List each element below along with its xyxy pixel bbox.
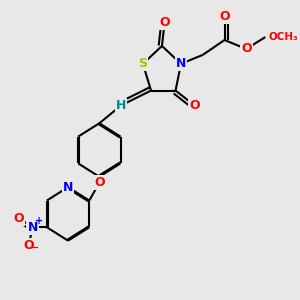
Text: O: O (23, 238, 34, 252)
Text: N: N (63, 181, 73, 194)
Text: N: N (176, 57, 186, 70)
Text: S: S (138, 57, 147, 70)
Text: N: N (28, 221, 38, 234)
Text: O: O (189, 99, 200, 112)
Text: −: − (30, 243, 39, 253)
Text: O: O (14, 212, 24, 225)
Text: +: + (34, 216, 43, 226)
Text: OCH₃: OCH₃ (268, 32, 298, 42)
Text: O: O (159, 16, 170, 29)
Text: O: O (94, 176, 105, 189)
Text: O: O (219, 10, 230, 23)
Text: O: O (241, 42, 252, 56)
Text: H: H (116, 99, 126, 112)
